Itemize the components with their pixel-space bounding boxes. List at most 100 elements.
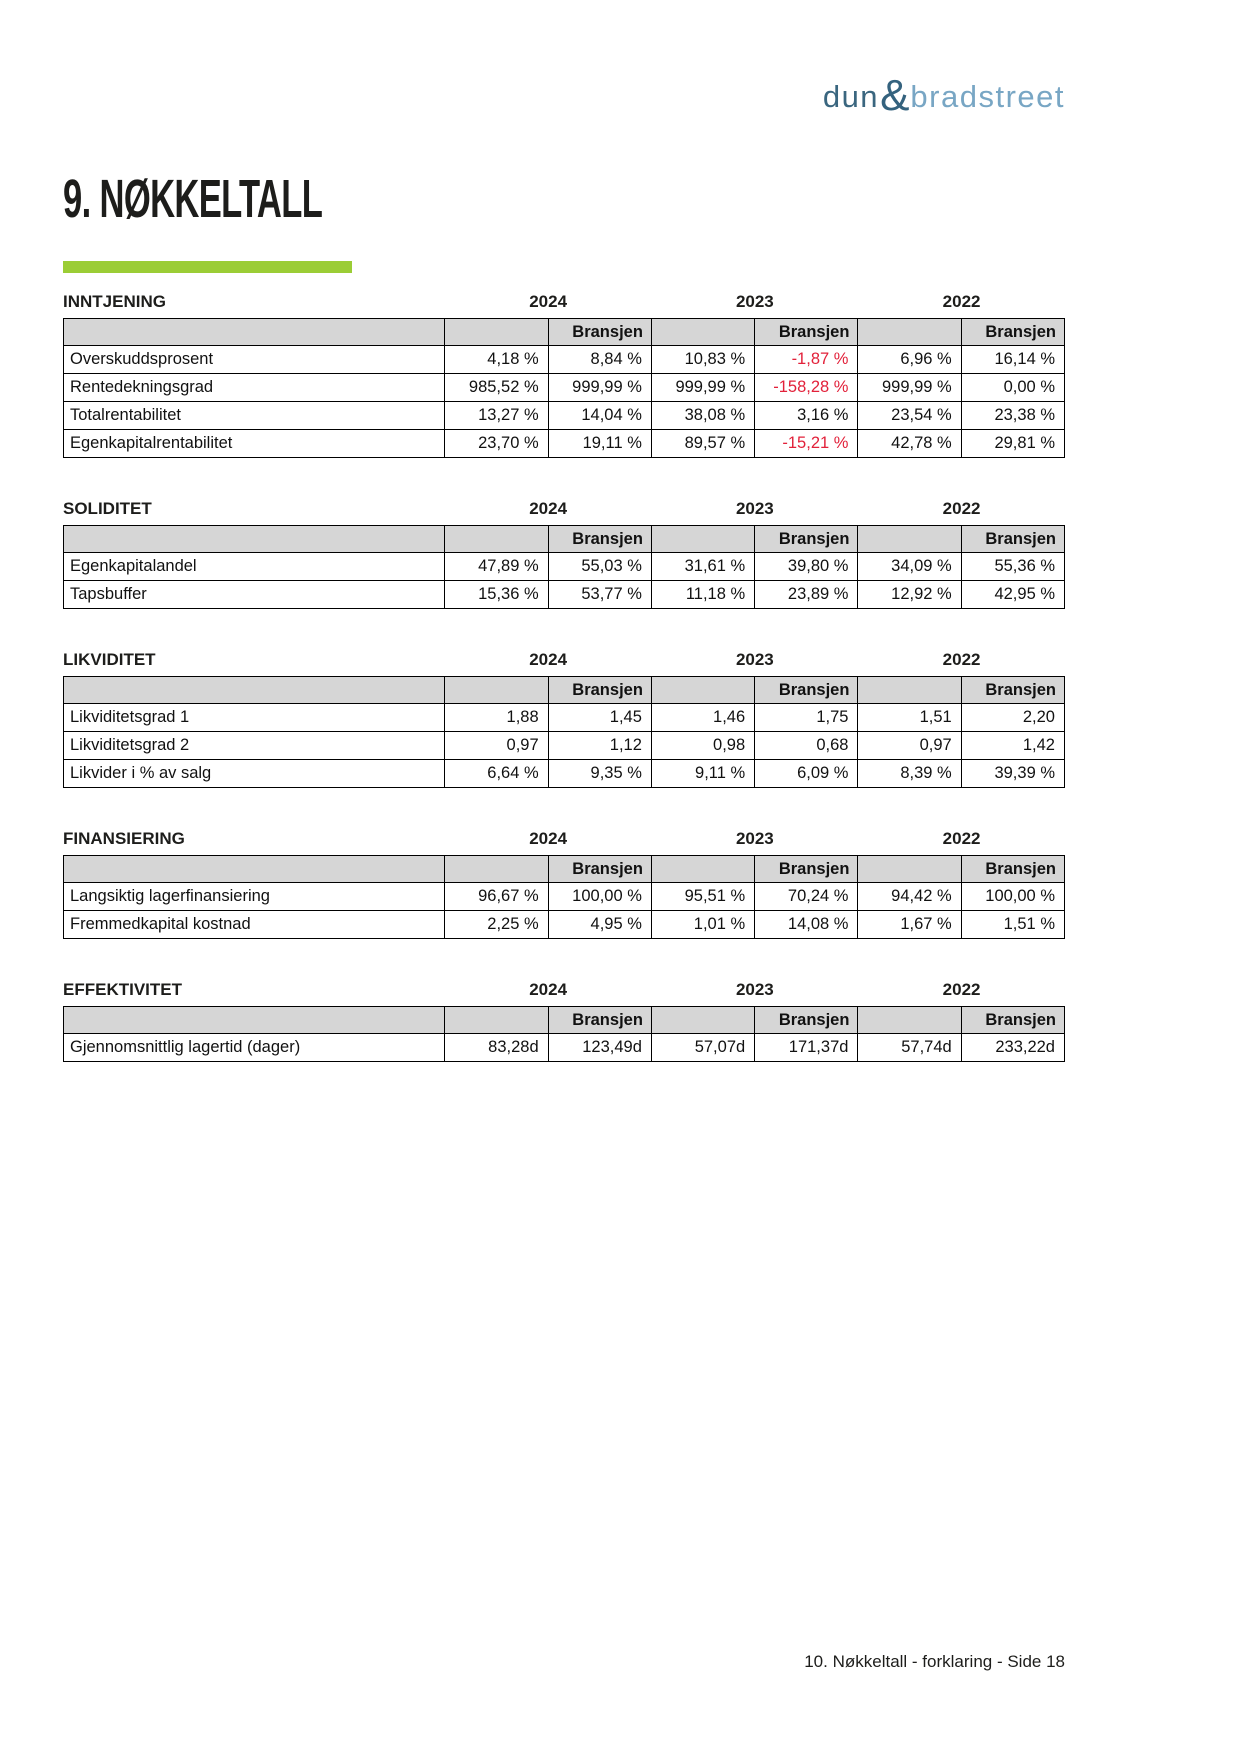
- year-label-2024: 2024: [529, 292, 568, 311]
- value-cell: 171,37d: [754, 1033, 859, 1062]
- value-cell: 9,11 %: [650, 759, 756, 788]
- bransjen-header-cell: Bransjen: [547, 318, 652, 346]
- year-label-2022: 2022: [942, 650, 981, 669]
- table-header-row: Bransjen Bransjen Bransjen: [62, 855, 1066, 883]
- value-cell: 123,49d: [547, 1033, 652, 1062]
- value-cell: 31,61 %: [650, 552, 756, 581]
- value-cell: 57,07d: [650, 1033, 756, 1062]
- value-cell: 96,67 %: [444, 882, 549, 911]
- value-cell: 83,28d: [444, 1033, 549, 1062]
- logo-dun-text: dun: [822, 79, 880, 114]
- value-cell: 6,96 %: [857, 345, 962, 374]
- value-cell: 38,08 %: [650, 401, 756, 430]
- value-cell: 16,14 %: [960, 345, 1066, 374]
- content-column: dun & bradstreet 9. NØKKELTALL INNTJENIN…: [62, 0, 1066, 1754]
- bransjen-header-cell: Bransjen: [547, 1006, 652, 1034]
- section-soliditet: SOLIDITET 2024 2023 2022 Bransjen Bransjen Bra…: [62, 499, 1066, 609]
- value-cell: 233,22d: [960, 1033, 1066, 1062]
- bransjen-header-cell: Bransjen: [547, 855, 652, 883]
- value-cell: 23,70 %: [444, 429, 549, 458]
- value-cell: 53,77 %: [547, 580, 652, 609]
- row-label-cell: Gjennomsnittlig lagertid (dager): [62, 1033, 446, 1062]
- company-header-cell: [857, 1006, 962, 1034]
- value-cell: 1,01 %: [650, 910, 756, 939]
- value-cell: 55,03 %: [547, 552, 652, 581]
- table-head: Bransjen Bransjen Bransjen: [62, 1006, 1066, 1034]
- year-label-2024: 2024: [529, 499, 568, 518]
- value-cell: 0,00 %: [960, 373, 1066, 402]
- value-cell: 1,51: [857, 703, 962, 732]
- table-header-row: Bransjen Bransjen Bransjen: [62, 676, 1066, 704]
- value-cell: 12,92 %: [857, 580, 962, 609]
- company-header-cell: [444, 855, 549, 883]
- table-row: Likvider i % av salg 6,64 % 9,35 % 9,11 % 6,…: [62, 759, 1066, 788]
- table-row: Langsiktig lagerfinansiering 96,67 % 100,0…: [62, 882, 1066, 911]
- row-label-cell: Likvider i % av salg: [62, 759, 446, 788]
- value-cell: 55,36 %: [960, 552, 1066, 581]
- table-row: Totalrentabilitet 13,27 % 14,04 % 38,08 % 3,…: [62, 401, 1066, 430]
- value-cell: 1,88: [444, 703, 549, 732]
- dun-and-bradstreet-logo: dun & bradstreet: [822, 68, 1065, 120]
- company-header-cell: [444, 676, 549, 704]
- bransjen-header-cell: Bransjen: [754, 525, 859, 553]
- sections: INNTJENING 2024 2023 2022 Bransjen Bransjen Br…: [62, 285, 1066, 1103]
- table-header-row: Bransjen Bransjen Bransjen: [62, 1006, 1066, 1034]
- table-body: Langsiktig lagerfinansiering 96,67 % 100,0…: [62, 882, 1066, 939]
- table-likviditet: Bransjen Bransjen Bransjen Likviditetsgrad …: [62, 676, 1066, 788]
- table-row: Egenkapitalandel 47,89 % 55,03 % 31,61 % 39,…: [62, 552, 1066, 581]
- section-likviditet: LIKVIDITET 2024 2023 2022 Bransjen Bransjen Br…: [62, 650, 1066, 788]
- section-effektivitet: EFFEKTIVITET 2024 2023 2022 Bransjen Bransjen…: [62, 980, 1066, 1062]
- table-row: Tapsbuffer 15,36 % 53,77 % 11,18 % 23,89 % 12…: [62, 580, 1066, 609]
- table-row: Overskuddsprosent 4,18 % 8,84 % 10,83 % -1,8…: [62, 345, 1066, 374]
- value-cell: 57,74d: [857, 1033, 962, 1062]
- value-cell: 42,95 %: [960, 580, 1066, 609]
- row-label-cell: Egenkapitalrentabilitet: [62, 429, 446, 458]
- value-cell: 70,24 %: [754, 882, 859, 911]
- value-cell: 3,16 %: [754, 401, 859, 430]
- table-header-row: Bransjen Bransjen Bransjen: [62, 318, 1066, 346]
- year-label-2024: 2024: [529, 980, 568, 999]
- year-label-2024: 2024: [529, 829, 568, 848]
- value-cell: 100,00 %: [960, 882, 1066, 911]
- table-head: Bransjen Bransjen Bransjen: [62, 855, 1066, 883]
- company-header-cell: [857, 855, 962, 883]
- bransjen-header-cell: Bransjen: [547, 676, 652, 704]
- year-label-2023: 2023: [735, 499, 774, 518]
- value-cell: 15,36 %: [444, 580, 549, 609]
- table-body: Overskuddsprosent 4,18 % 8,84 % 10,83 % -1,8…: [62, 345, 1066, 458]
- section-finansiering: FINANSIERING 2024 2023 2022 Bransjen Bransjen…: [62, 829, 1066, 939]
- row-label-cell: Tapsbuffer: [62, 580, 446, 609]
- section-header-likviditet: LIKVIDITET 2024 2023 2022: [63, 650, 1065, 676]
- company-header-cell: [650, 676, 756, 704]
- year-label-2023: 2023: [735, 292, 774, 311]
- value-cell: 2,25 %: [444, 910, 549, 939]
- table-row: Likviditetsgrad 2 0,97 1,12 0,98 0,68 0,97 1,4…: [62, 731, 1066, 760]
- title-accent-bar: [63, 261, 352, 273]
- year-label-2022: 2022: [942, 499, 981, 518]
- bransjen-header-cell: Bransjen: [960, 525, 1066, 553]
- page-title: 9. NØKKELTALL: [63, 169, 323, 229]
- value-cell: 6,09 %: [754, 759, 859, 788]
- logo-ampersand-icon: &: [880, 71, 910, 120]
- value-cell: 1,42: [960, 731, 1066, 760]
- value-cell: 100,00 %: [547, 882, 652, 911]
- table-head: Bransjen Bransjen Bransjen: [62, 676, 1066, 704]
- value-cell: 999,99 %: [650, 373, 756, 402]
- section-title-soliditet: SOLIDITET: [63, 499, 152, 518]
- bransjen-header-cell: Bransjen: [754, 1006, 859, 1034]
- table-header-row: Bransjen Bransjen Bransjen: [62, 525, 1066, 553]
- value-cell: 29,81 %: [960, 429, 1066, 458]
- section-title-effektivitet: EFFEKTIVITET: [63, 980, 182, 999]
- value-cell: 94,42 %: [857, 882, 962, 911]
- value-cell: 0,68: [754, 731, 859, 760]
- value-cell: 23,38 %: [960, 401, 1066, 430]
- value-cell: 1,12: [547, 731, 652, 760]
- row-label-cell: Egenkapitalandel: [62, 552, 446, 581]
- year-label-2022: 2022: [942, 980, 981, 999]
- section-title-likviditet: LIKVIDITET: [63, 650, 156, 669]
- logo-row: dun & bradstreet: [63, 68, 1065, 120]
- bransjen-header-cell: Bransjen: [754, 318, 859, 346]
- header-label-cell: [62, 1006, 446, 1034]
- table-soliditet: Bransjen Bransjen Bransjen Egenkapitalandel…: [62, 525, 1066, 609]
- value-cell: 6,64 %: [444, 759, 549, 788]
